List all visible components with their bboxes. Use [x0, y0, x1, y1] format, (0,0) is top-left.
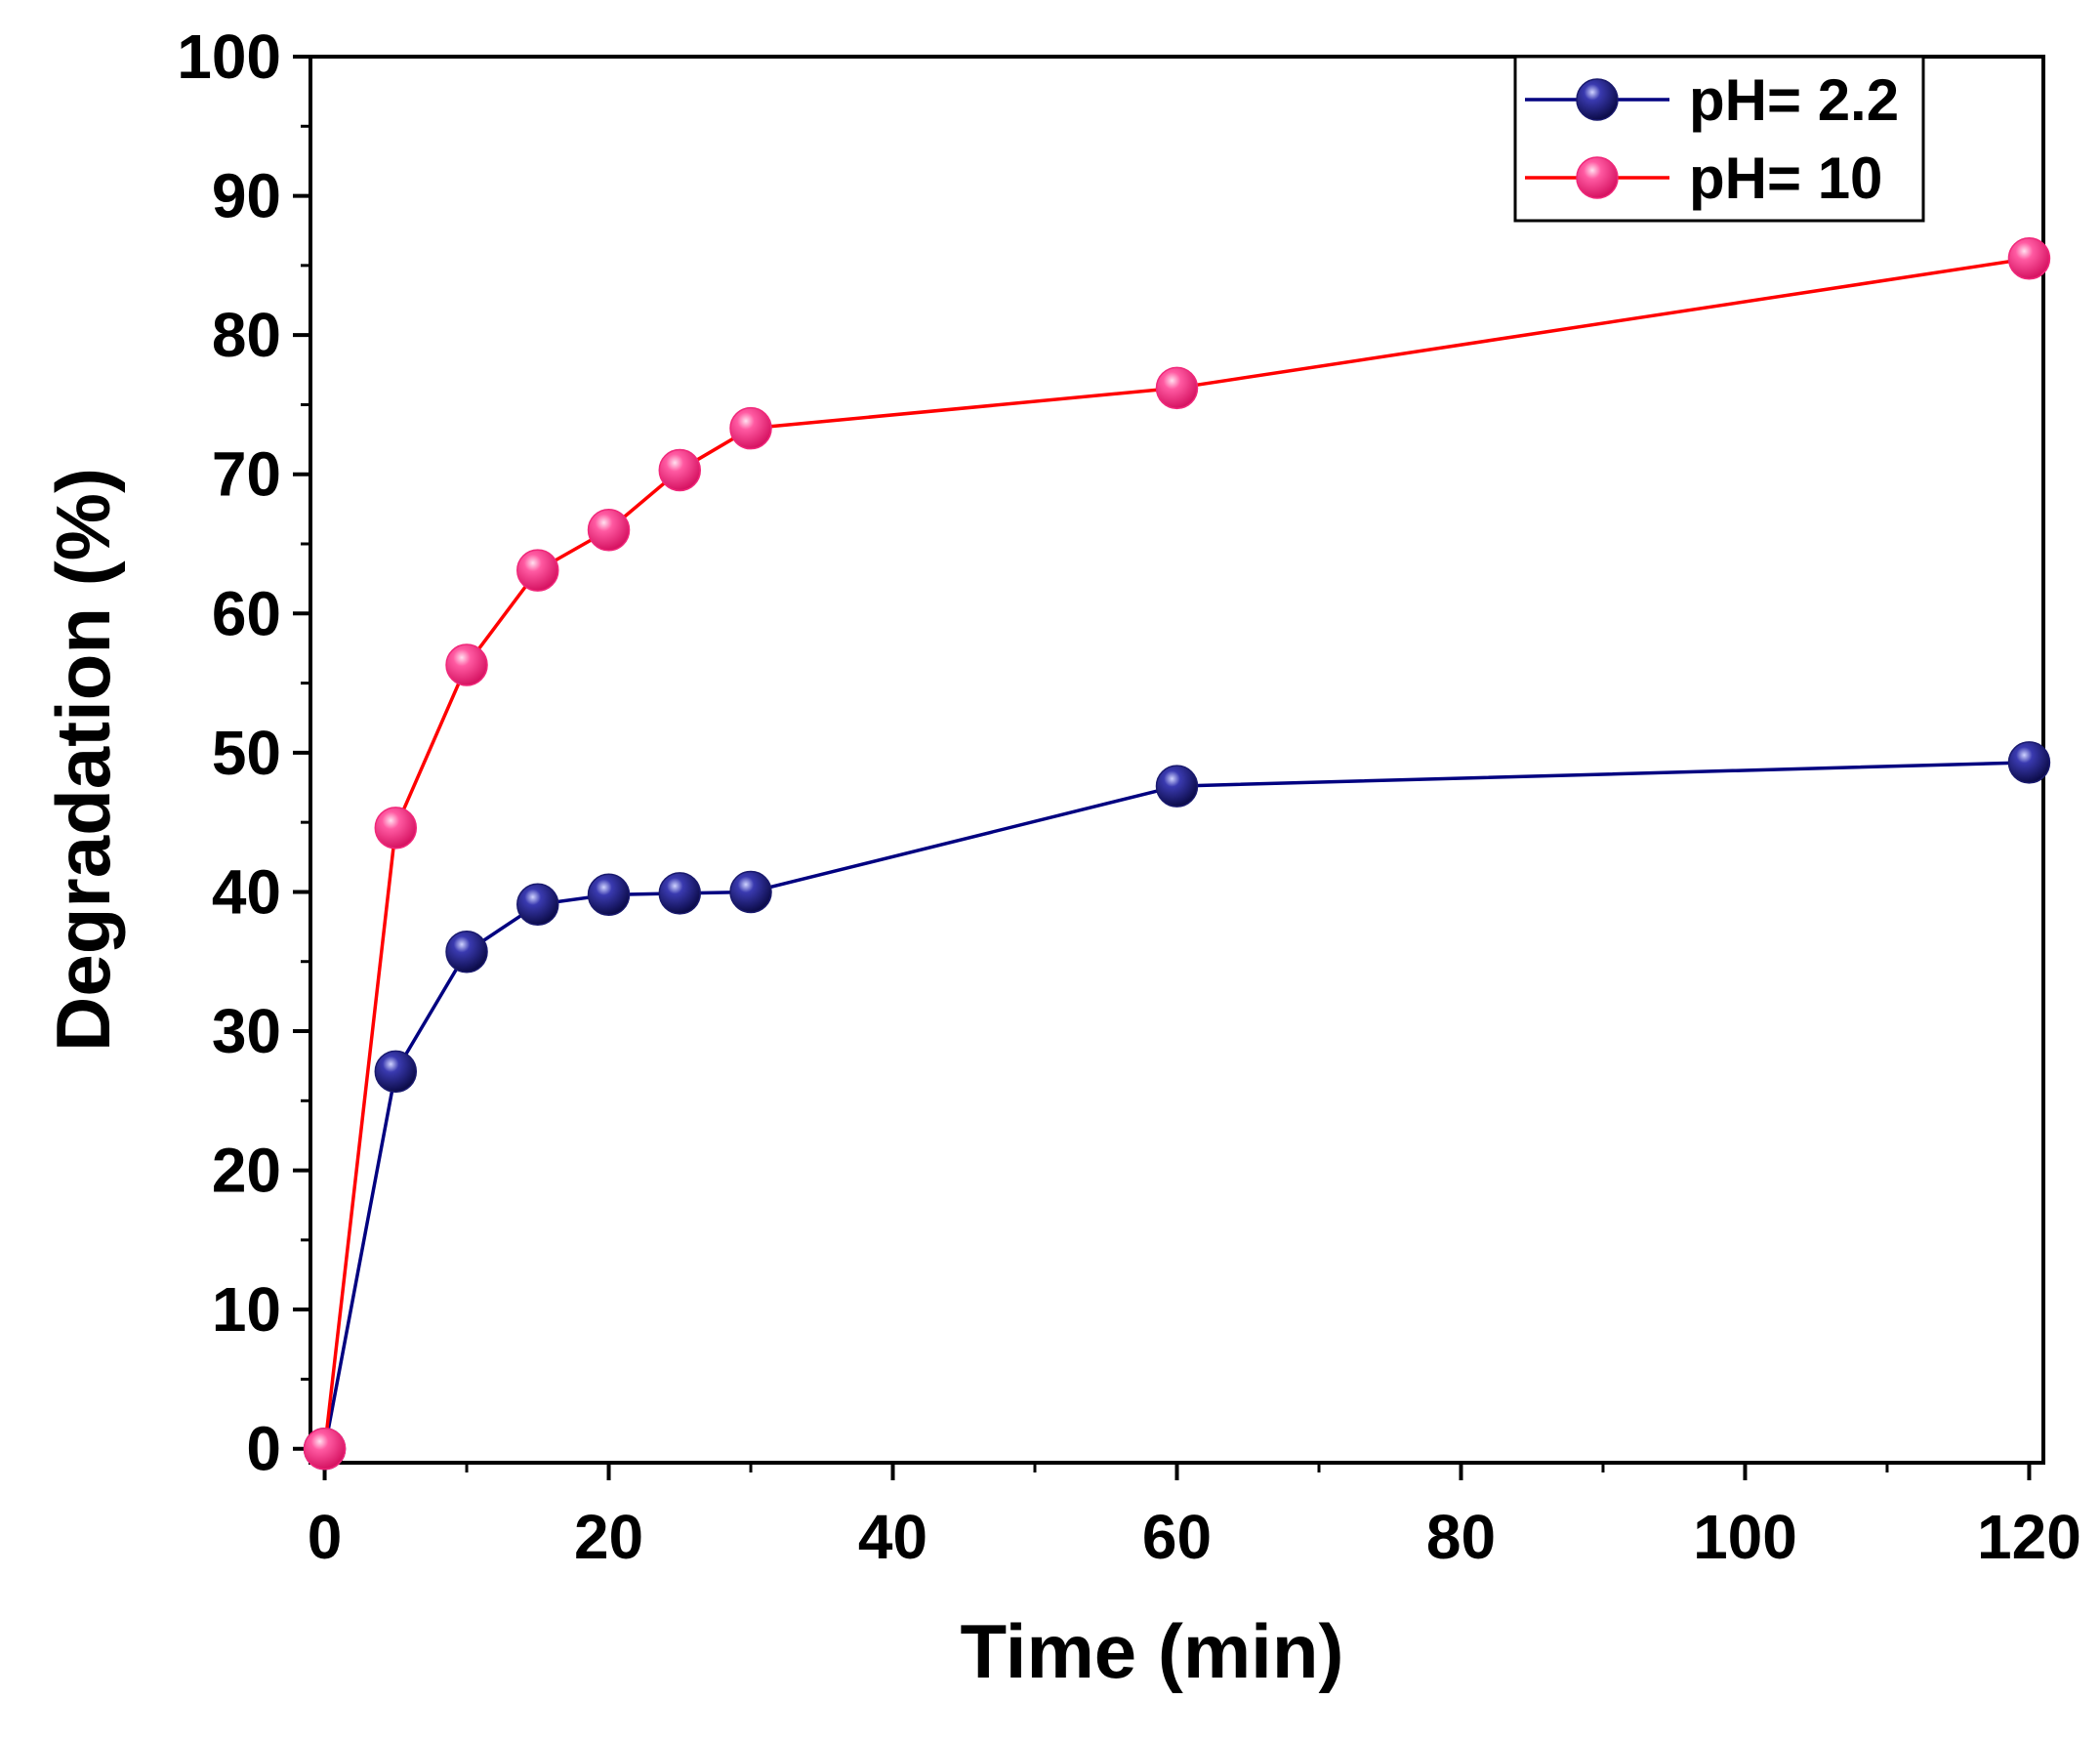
- y-tick-label: 90: [212, 161, 281, 231]
- series-ph-10-point: [658, 448, 702, 492]
- series-layer: [303, 236, 2051, 1471]
- series-ph-2-2: [303, 741, 2051, 1471]
- x-tick-label: 120: [1977, 1502, 2081, 1572]
- series-ph-2-2-point: [445, 931, 488, 974]
- series-ph-2-2-point: [374, 1050, 418, 1094]
- y-tick-label: 0: [246, 1414, 281, 1484]
- plot-frame: [309, 55, 2045, 1465]
- series-ph-10-point: [1155, 366, 1199, 410]
- y-tick-label: 100: [177, 21, 281, 92]
- x-axis-ticks: 0 20 40 60 80 100 120: [308, 1463, 2081, 1572]
- series-ph-10-point: [516, 549, 559, 592]
- legend-marker: [1576, 78, 1619, 121]
- x-tick-label: 40: [858, 1502, 927, 1572]
- y-tick-label: 60: [212, 578, 281, 648]
- series-ph-2-2-point: [516, 883, 559, 927]
- y-tick-label: 80: [212, 300, 281, 370]
- series-ph-10-point: [445, 643, 488, 686]
- y-axis-ticks: 0 10 20 30 40 50 60 70 80 90 100: [177, 21, 310, 1484]
- series-ph-10: [303, 236, 2051, 1471]
- series-ph-2-2-point: [658, 872, 702, 915]
- y-tick-label: 30: [212, 996, 281, 1066]
- series-ph-10-point: [587, 509, 631, 552]
- y-tick-label: 20: [212, 1136, 281, 1206]
- legend-entry-ph-2-2: pH= 2.2: [1525, 67, 1899, 133]
- x-axis-title: Time (min): [961, 1608, 1344, 1694]
- legend-label: pH= 10: [1689, 145, 1882, 211]
- series-ph-10-point: [729, 406, 772, 450]
- legend-label: pH= 2.2: [1689, 67, 1899, 133]
- series-ph-10-point: [2007, 236, 2051, 280]
- series-ph-2-2-point: [2007, 741, 2051, 784]
- x-tick-label: 80: [1426, 1502, 1496, 1572]
- series-ph-2-2-point: [729, 870, 772, 914]
- y-tick-label: 70: [212, 439, 281, 510]
- series-ph-2-2-point: [1155, 765, 1199, 808]
- y-tick-label: 40: [212, 856, 281, 927]
- legend-entry-ph-10: pH= 10: [1525, 145, 1882, 211]
- legend: pH= 2.2 pH= 10: [1513, 55, 1925, 223]
- series-ph-2-2-line: [322, 761, 2030, 1450]
- legend-marker: [1576, 156, 1619, 199]
- x-tick-label: 0: [308, 1502, 343, 1572]
- series-ph-2-2-point: [587, 873, 631, 917]
- y-tick-label: 50: [212, 718, 281, 788]
- series-ph-10-point: [303, 1427, 347, 1471]
- y-axis-title: Degradation (%): [40, 468, 126, 1052]
- x-tick-label: 20: [574, 1502, 643, 1572]
- x-tick-label: 60: [1142, 1502, 1212, 1572]
- series-ph-10-point: [374, 807, 418, 850]
- y-tick-label: 10: [212, 1274, 281, 1345]
- series-ph-10-line: [322, 257, 2030, 1449]
- x-tick-label: 100: [1693, 1502, 1797, 1572]
